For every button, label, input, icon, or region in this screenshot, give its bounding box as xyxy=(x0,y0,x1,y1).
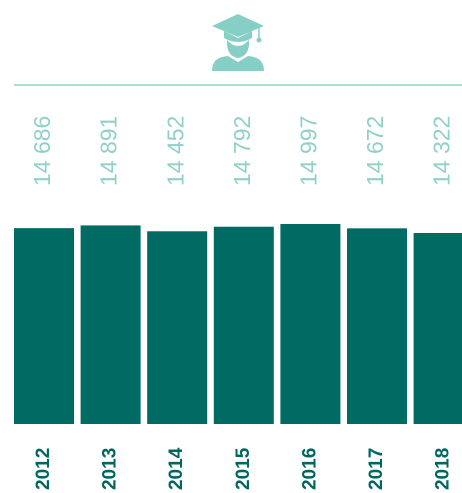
x-tick-label: 2012 xyxy=(33,448,54,490)
value-label: 14 452 xyxy=(162,116,188,186)
value-label: 14 792 xyxy=(229,116,255,186)
head xyxy=(226,40,250,58)
value-label: 14 686 xyxy=(29,116,55,186)
x-tick-label: 2013 xyxy=(100,448,121,490)
bar xyxy=(213,226,274,424)
shoulders xyxy=(212,56,264,71)
bar xyxy=(147,231,208,424)
value-label: 14 322 xyxy=(429,116,455,186)
cap-base xyxy=(224,31,252,42)
x-tick-label: 2018 xyxy=(433,448,454,490)
cap-board xyxy=(212,14,264,37)
x-tick-label: 2017 xyxy=(366,448,387,490)
x-tick-label: 2014 xyxy=(166,447,187,490)
value-label: 14 997 xyxy=(295,116,321,186)
x-tick-label: 2015 xyxy=(233,447,254,490)
bar xyxy=(280,224,341,424)
bar xyxy=(413,233,462,424)
bar xyxy=(80,225,141,424)
value-label: 14 672 xyxy=(362,116,388,186)
x-tick-label: 2016 xyxy=(299,448,320,490)
cap-tassel-end xyxy=(256,37,262,43)
bar xyxy=(347,228,407,424)
graduate-icon xyxy=(212,14,264,71)
value-label: 14 891 xyxy=(96,116,122,186)
bar xyxy=(14,228,74,424)
